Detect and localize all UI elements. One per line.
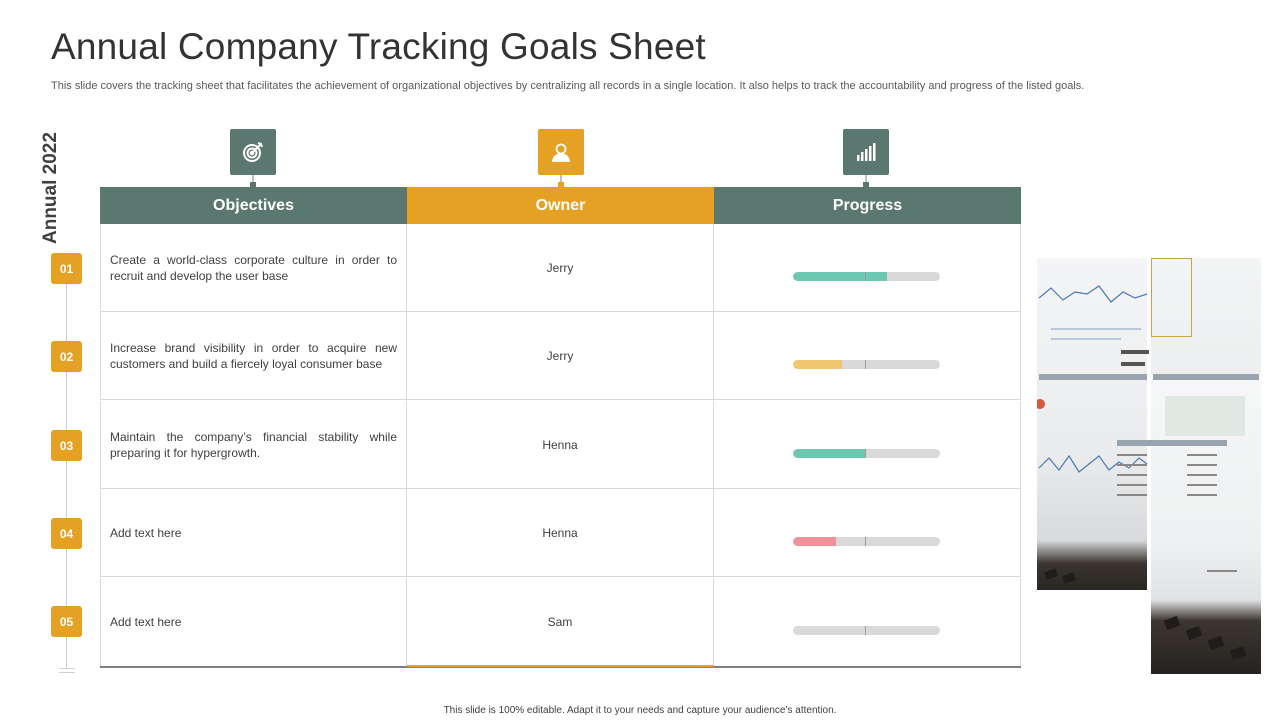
header-objectives: Objectives — [100, 187, 407, 224]
photo-chart-lines — [1037, 285, 1259, 661]
row-number-badge: 03 — [51, 430, 82, 461]
objective-cell: Maintain the company’s financial stabili… — [100, 401, 407, 488]
year-label: Annual 2022 — [40, 132, 61, 244]
progress-bar-marker — [865, 536, 866, 546]
owner-cell: Jerry — [407, 224, 714, 311]
progress-bar — [793, 448, 940, 458]
photo-panel — [1151, 258, 1261, 374]
progress-bar-fill — [793, 271, 888, 281]
timeline-line — [66, 268, 67, 668]
icon-connector — [560, 175, 562, 183]
person-icon — [538, 129, 584, 175]
objective-text: Maintain the company’s financial stabili… — [110, 429, 397, 460]
objective-cell: Add text here — [100, 578, 407, 666]
objective-text: Create a world-class corporate culture i… — [110, 252, 397, 283]
owner-cell: Henna — [407, 489, 714, 576]
owner-cell: Sam — [407, 578, 714, 666]
table-bottom-border — [100, 666, 1021, 668]
progress-bar-fill — [793, 448, 866, 458]
objective-text: Add text here — [110, 615, 182, 629]
progress-bar-fill — [793, 359, 842, 369]
bar-chart-icon — [843, 129, 889, 175]
owner-cell: Jerry — [407, 312, 714, 399]
table-row: Add text here Sam — [100, 578, 1021, 666]
table-row: Add text here Henna — [100, 489, 1021, 577]
progress-cell — [714, 401, 1021, 488]
photo-panel — [1037, 258, 1147, 590]
progress-bar — [793, 536, 940, 546]
objective-text: Add text here — [110, 525, 182, 540]
progress-cell — [714, 578, 1021, 666]
row-number-badge: 02 — [51, 341, 82, 372]
timeline-end — [59, 672, 75, 673]
page-title: Annual Company Tracking Goals Sheet — [51, 26, 706, 67]
progress-cell — [714, 489, 1021, 576]
table-row: Create a world-class corporate culture i… — [100, 224, 1021, 312]
icon-dot — [250, 182, 256, 188]
progress-bar-marker — [865, 359, 866, 369]
table-row: Maintain the company’s financial stabili… — [100, 401, 1021, 489]
row-number-badge: 05 — [51, 606, 82, 637]
target-icon — [230, 129, 276, 175]
timeline-end — [59, 668, 75, 669]
progress-bar-marker — [865, 626, 866, 635]
objective-text: Increase brand visibility in order to ac… — [110, 340, 397, 371]
table-bottom-accent — [407, 665, 714, 667]
table-row: Increase brand visibility in order to ac… — [100, 312, 1021, 400]
progress-bar — [793, 271, 940, 281]
goals-table: Objectives Owner Progress Create a world… — [100, 187, 1021, 667]
table-header: Objectives Owner Progress — [100, 187, 1021, 224]
owner-cell: Henna — [407, 401, 714, 488]
page-subtitle: This slide covers the tracking sheet tha… — [51, 80, 1085, 92]
progress-bar — [793, 626, 940, 635]
progress-cell — [714, 224, 1021, 311]
icon-connector — [252, 175, 254, 183]
progress-bar — [793, 359, 940, 369]
row-number-badge: 04 — [51, 518, 82, 549]
footer-note: This slide is 100% editable. Adapt it to… — [443, 705, 837, 716]
objective-cell: Increase brand visibility in order to ac… — [100, 312, 407, 399]
objective-cell: Create a world-class corporate culture i… — [100, 224, 407, 311]
photo-frame — [1151, 258, 1192, 337]
analytics-photo — [1037, 258, 1261, 674]
icon-dot — [558, 182, 564, 188]
progress-bar-marker — [865, 448, 866, 458]
progress-cell — [714, 312, 1021, 399]
header-owner: Owner — [407, 187, 714, 224]
progress-bar-marker — [865, 271, 866, 281]
row-number-badge: 01 — [51, 253, 82, 284]
icon-connector — [865, 175, 867, 183]
header-progress: Progress — [714, 187, 1021, 224]
progress-bar-fill — [793, 536, 836, 546]
icon-dot — [863, 182, 869, 188]
objective-cell: Add text here — [100, 489, 407, 576]
